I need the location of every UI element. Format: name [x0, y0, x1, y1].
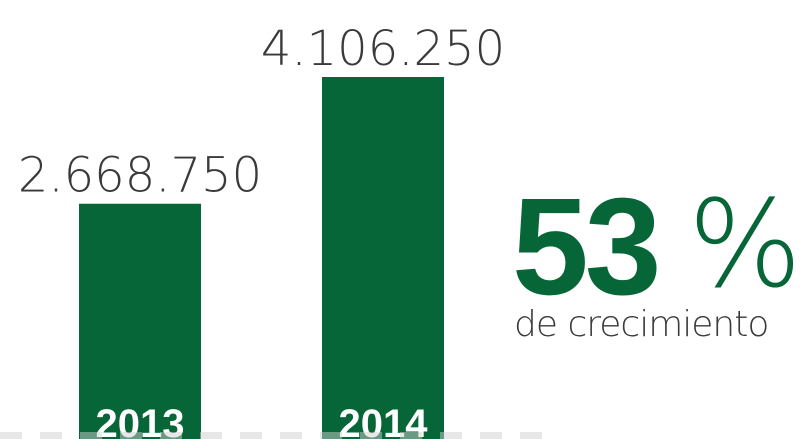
bar-2014 — [322, 77, 444, 439]
bar-2013 — [79, 203, 201, 439]
value-label-2013: 2.668.750 — [18, 148, 262, 204]
value-label-2014: 4.106.250 — [261, 21, 505, 77]
growth-caption: de crecimiento — [514, 304, 769, 345]
bottom-decoration — [0, 432, 560, 439]
growth-value: 53 — [512, 170, 661, 324]
growth-indicator: 53 % de crecimiento — [512, 170, 802, 348]
growth-percent-sign: % — [688, 176, 802, 315]
